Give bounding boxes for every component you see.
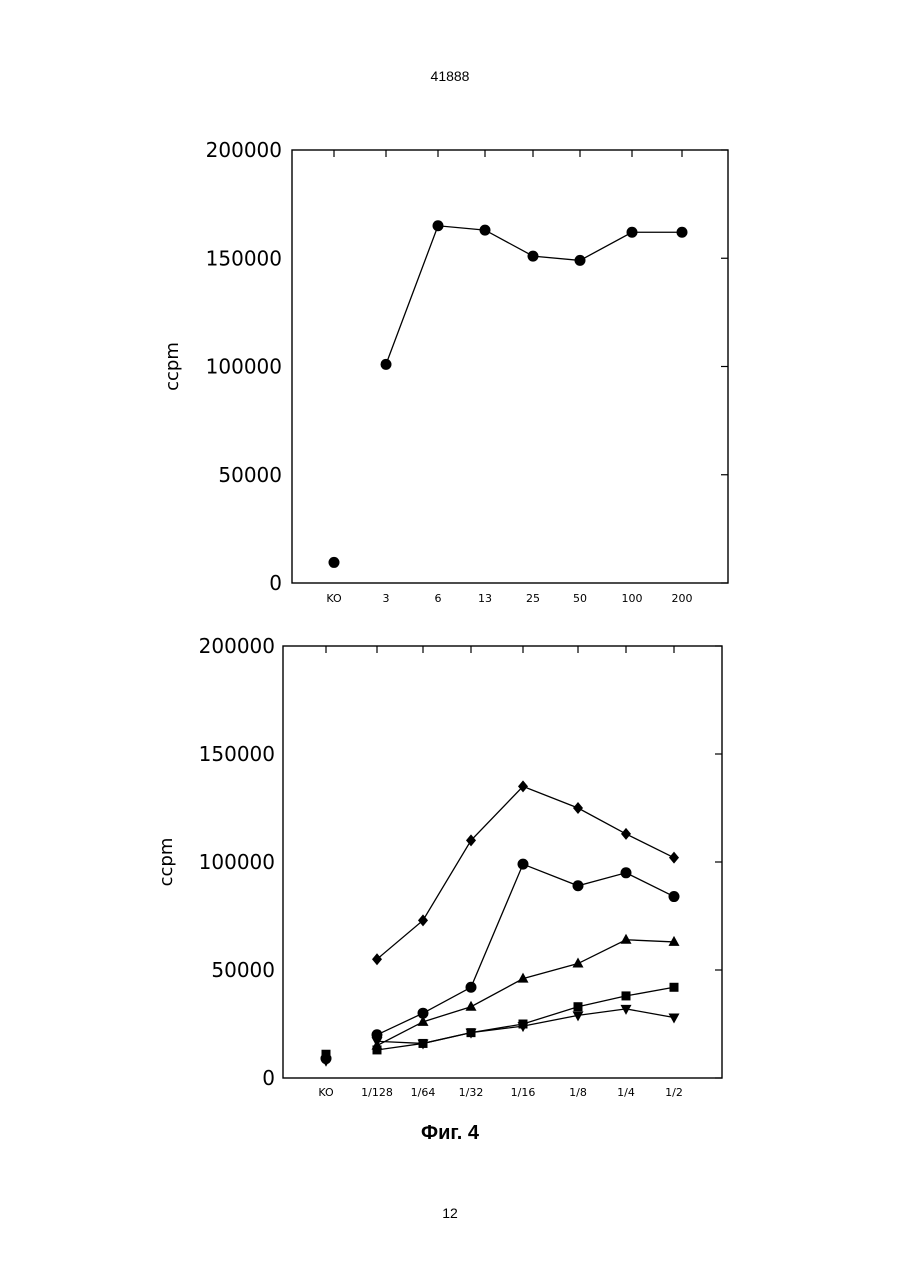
bottom-ytick-label: 100000 (199, 850, 275, 874)
top-series-1-control-point (329, 557, 340, 568)
top-ytick-label: 50000 (218, 463, 282, 487)
bottom-ytick-label: 150000 (199, 742, 275, 766)
bottom-xtick-label: 1/128 (361, 1086, 393, 1099)
bottom-xtick-label: 1/32 (459, 1086, 484, 1099)
top-xtick-label: 50 (573, 592, 587, 605)
bottom-series-3-point (573, 958, 584, 968)
bottom-xtick-label: KO (318, 1086, 334, 1099)
top-series-1-point (528, 251, 539, 262)
page-number: 12 (0, 1205, 900, 1221)
bottom-series-2-point (621, 867, 632, 878)
bottom-series-1-point (573, 802, 583, 814)
bottom-series-3-point (669, 936, 680, 946)
bottom-series-4-point (622, 991, 631, 1000)
top-ytick-label: 200000 (206, 138, 282, 162)
top-series-1-point (627, 227, 638, 238)
bottom-series-2-point (518, 859, 529, 870)
bottom-xtick-label: 1/8 (569, 1086, 587, 1099)
top-series-1-point (480, 225, 491, 236)
figure-caption: Фиг. 4 (0, 1122, 900, 1145)
top-xtick-label: 200 (672, 592, 693, 605)
bottom-ytick-label: 200000 (199, 634, 275, 658)
bottom-series-4-point (670, 983, 679, 992)
bottom-series-5-point (669, 1014, 680, 1024)
bottom-series-1-point (669, 852, 679, 864)
top-xtick-label: 13 (478, 592, 492, 605)
bottom-series-2-point (573, 880, 584, 891)
top-y-axis-label: ccpm (162, 342, 183, 391)
bottom-xtick-label: 1/64 (411, 1086, 436, 1099)
top-series-1-point (677, 227, 688, 238)
top-xtick-label: KO (326, 592, 342, 605)
bottom-series-2-point (669, 891, 680, 902)
bottom-series-2-point (466, 982, 477, 993)
top-plot-frame (292, 150, 728, 583)
bottom-xtick-label: 1/2 (665, 1086, 683, 1099)
top-xtick-label: 6 (435, 592, 442, 605)
bottom-ytick-label: 50000 (211, 958, 275, 982)
bottom-series-1-point (372, 953, 382, 965)
bottom-series-3-point (466, 1001, 477, 1011)
bottom-y-axis-label: ccpm (156, 838, 177, 887)
bottom-plot-frame (283, 646, 722, 1078)
top-xtick-label: 25 (526, 592, 540, 605)
top-ytick-label: 100000 (206, 355, 282, 379)
top-series-1-point (575, 255, 586, 266)
bottom-xtick-label: 1/4 (617, 1086, 635, 1099)
top-series-1-line (386, 226, 682, 365)
top-ytick-label: 0 (269, 571, 282, 595)
bottom-series-3-point (621, 934, 632, 944)
bottom-ytick-label: 0 (262, 1066, 275, 1090)
top-series-1-point (433, 220, 444, 231)
bottom-series-1-point (418, 914, 428, 926)
bottom-xtick-label: 1/16 (511, 1086, 536, 1099)
top-series-1-point (381, 359, 392, 370)
top-xtick-label: 3 (383, 592, 390, 605)
top-ytick-label: 150000 (206, 246, 282, 270)
bottom-series-1-point (621, 828, 631, 840)
top-xtick-label: 100 (622, 592, 643, 605)
bottom-series-4-point (574, 1002, 583, 1011)
